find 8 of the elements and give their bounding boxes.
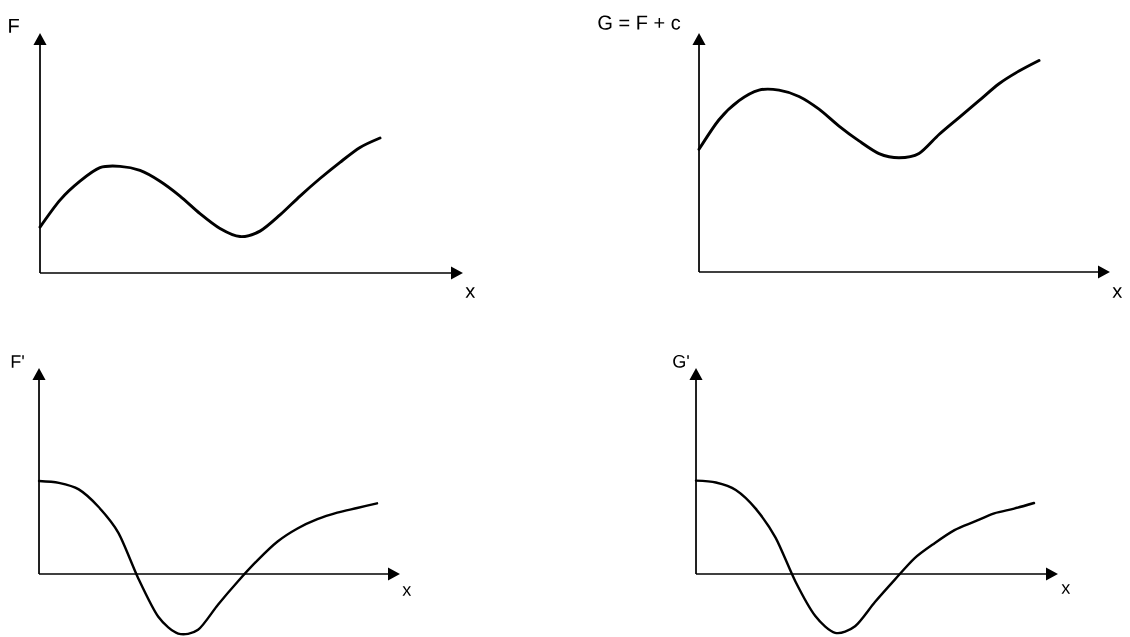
- y-axis-title: F': [11, 355, 24, 368]
- y-axis-title: G = F + c: [598, 15, 681, 30]
- x-axis-title: x: [1061, 584, 1071, 594]
- y-axis-title: G': [673, 354, 689, 368]
- x-axis-title: x: [1112, 287, 1123, 298]
- x-axis-title: x: [465, 287, 476, 298]
- x-axis-title: x: [402, 586, 412, 596]
- y-axis-title: F: [9, 18, 19, 33]
